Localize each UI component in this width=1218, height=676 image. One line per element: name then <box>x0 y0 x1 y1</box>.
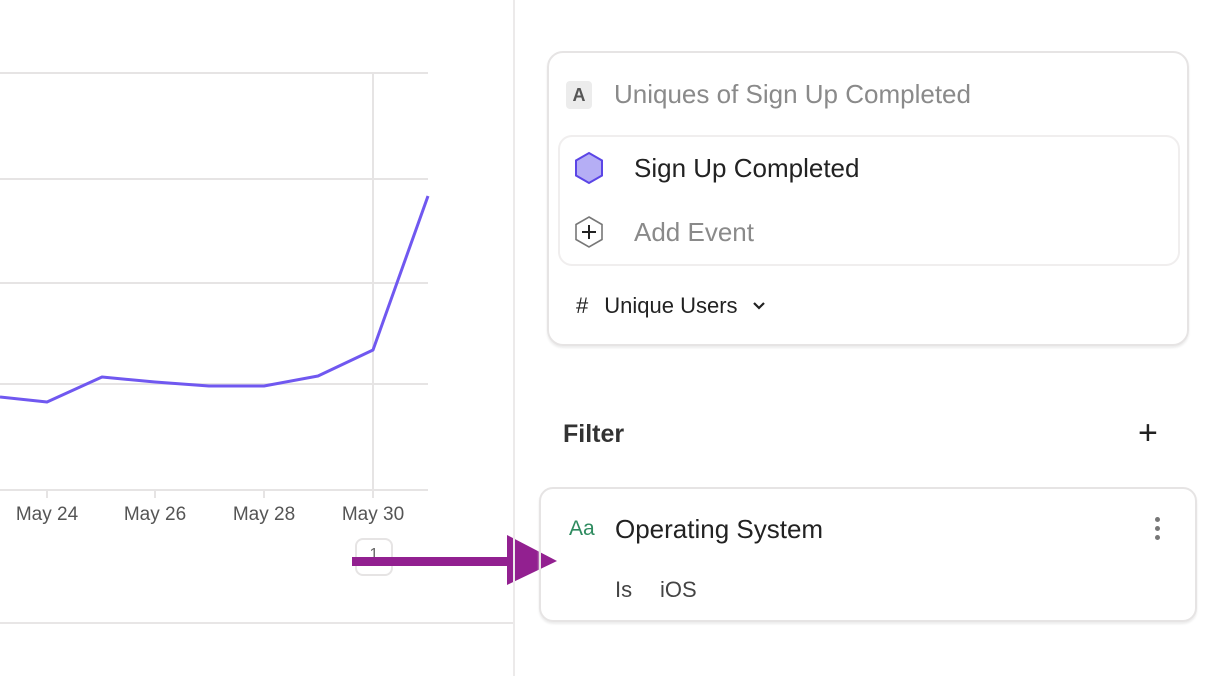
filter-operator[interactable]: Is <box>615 577 633 602</box>
event-name: Sign Up Completed <box>634 152 860 183</box>
event-hexagon-icon <box>575 151 603 185</box>
divider <box>0 622 513 624</box>
events-list: Sign Up Completed Add Event <box>558 135 1180 266</box>
event-item[interactable]: Sign Up Completed <box>574 151 859 185</box>
gridlines <box>0 72 428 498</box>
string-type-icon: Aa <box>569 517 595 540</box>
metric-title[interactable]: Uniques of Sign Up Completed <box>614 79 971 109</box>
add-filter-button[interactable]: + <box>1138 414 1158 452</box>
more-options-icon[interactable] <box>1153 517 1163 544</box>
add-event-label: Add Event <box>634 216 754 247</box>
hash-icon: # <box>576 293 589 318</box>
chevron-down-icon <box>752 302 765 310</box>
line-chart <box>0 72 430 498</box>
filter-value[interactable]: iOS <box>660 577 697 602</box>
panel-divider <box>513 0 515 676</box>
filter-heading: Filter <box>563 420 625 448</box>
measure-dropdown[interactable]: # Unique Users <box>576 293 766 319</box>
series-line <box>0 195 430 404</box>
x-tick-label: May 24 <box>15 504 79 525</box>
x-tick-label: May 28 <box>232 504 296 525</box>
measure-label: Unique Users <box>604 293 738 318</box>
metric-letter-badge: A <box>566 80 592 109</box>
x-tick-label: May 30 <box>341 504 405 525</box>
annotation-arrow-icon <box>352 535 557 585</box>
filter-property[interactable]: Operating System <box>615 514 824 544</box>
add-event-button[interactable]: Add Event <box>574 215 754 249</box>
filter-card[interactable]: Aa Operating System Is iOS <box>539 487 1197 622</box>
metric-card: A Uniques of Sign Up Completed Sign Up C… <box>547 51 1189 346</box>
add-hexagon-icon <box>575 216 603 248</box>
x-tick-label: May 26 <box>123 504 187 525</box>
